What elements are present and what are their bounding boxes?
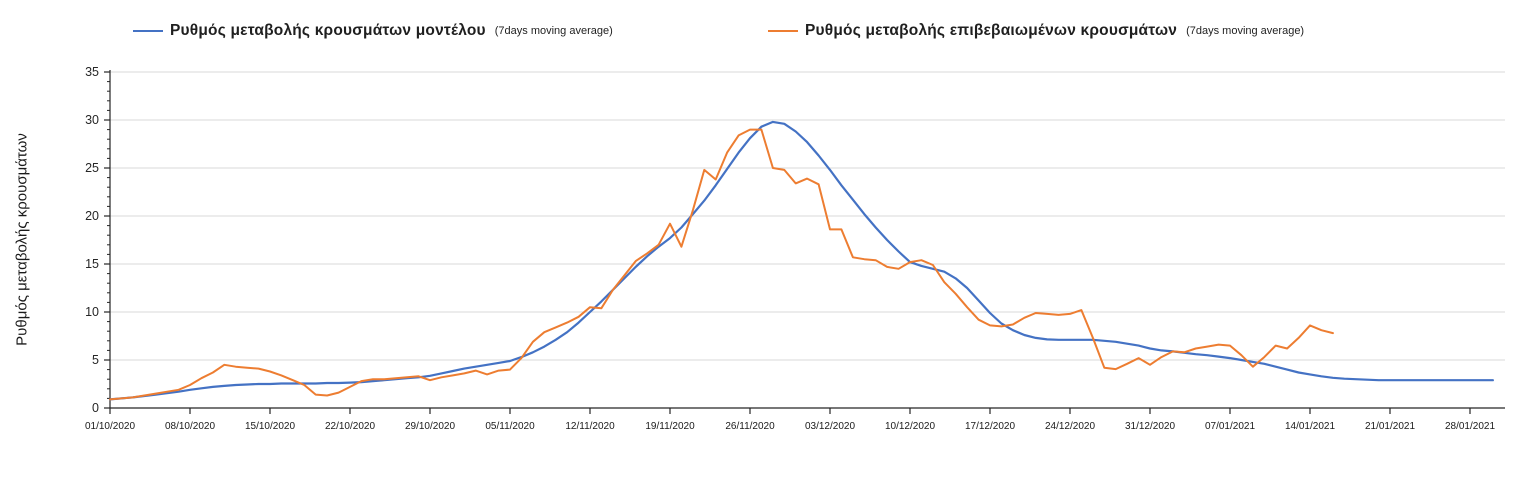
legend-label-model: Ρυθμός μεταβολής κρουσμάτων μοντέλου (170, 22, 486, 39)
x-tick-label: 19/11/2020 (645, 421, 695, 432)
x-tick-label: 22/10/2020 (325, 421, 375, 432)
y-tick-label: 20 (85, 209, 99, 223)
confirmed-series-line (109, 128, 1334, 401)
x-tick-label: 14/01/2021 (1285, 421, 1335, 432)
legend-label-confirmed: Ρυθμός μεταβολής επιβεβαιωμένων κρουσμάτ… (805, 22, 1178, 39)
x-tick-label: 28/01/2021 (1445, 421, 1495, 432)
legend-item-model: Ρυθμός μεταβολής κρουσμάτων μοντέλου (7d… (133, 22, 613, 40)
x-tick-label: 31/12/2020 (1125, 421, 1175, 432)
x-tick-label: 17/12/2020 (965, 421, 1015, 432)
y-tick-label: 10 (85, 305, 99, 319)
legend-line-confirmed-icon (768, 30, 798, 32)
legend-line-model-icon (133, 30, 163, 32)
legend-item-confirmed: Ρυθμός μεταβολής επιβεβαιωμένων κρουσμάτ… (768, 22, 1304, 40)
y-tick-label: 30 (85, 113, 99, 127)
legend-sublabel-model: (7days moving average) (494, 25, 613, 37)
x-tick-label: 10/12/2020 (885, 421, 935, 432)
x-tick-label: 03/12/2020 (805, 421, 855, 432)
y-tick-label: 0 (92, 401, 99, 415)
x-tick-label: 29/10/2020 (405, 421, 455, 432)
y-tick-label: 35 (85, 65, 99, 79)
x-tick-label: 08/10/2020 (165, 421, 215, 432)
x-tick-label: 01/10/2020 (85, 421, 135, 432)
x-tick-label: 24/12/2020 (1045, 421, 1095, 432)
y-tick-label: 5 (92, 353, 99, 367)
y-tick-label: 15 (85, 257, 99, 271)
y-tick-label: 25 (85, 161, 99, 175)
x-tick-label: 26/11/2020 (725, 421, 775, 432)
legend-sublabel-confirmed: (7days moving average) (1186, 25, 1305, 37)
x-tick-label: 07/01/2021 (1205, 421, 1255, 432)
x-tick-label: 12/11/2020 (565, 421, 615, 432)
x-tick-label: 21/01/2021 (1365, 421, 1415, 432)
model-series-line (108, 120, 1495, 401)
x-tick-label: 15/10/2020 (245, 421, 295, 432)
x-tick-label: 05/11/2020 (485, 421, 535, 432)
